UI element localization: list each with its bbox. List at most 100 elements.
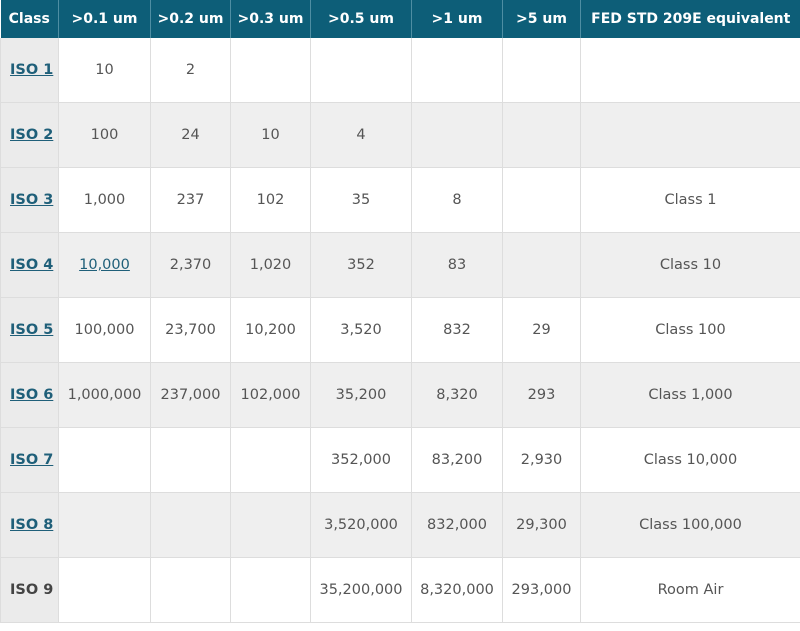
table-cell bbox=[310, 38, 412, 103]
table-cell: 100 bbox=[58, 102, 151, 168]
table-cell bbox=[502, 167, 581, 233]
table-row: ISO 1 10 2 bbox=[0, 38, 800, 103]
table-cell: 293,000 bbox=[502, 557, 581, 623]
header-0-2um: >0.2 um bbox=[150, 0, 231, 38]
table-cell: 2 bbox=[150, 38, 231, 103]
header-0-1um: >0.1 um bbox=[58, 0, 151, 38]
header-0-5um: >0.5 um bbox=[310, 0, 412, 38]
table-cell: 1,000,000 bbox=[58, 362, 151, 428]
table-cell bbox=[580, 102, 800, 168]
table-cell: 3,520 bbox=[310, 297, 412, 363]
table-cell: 8 bbox=[411, 167, 503, 233]
table-cell bbox=[58, 557, 151, 623]
table-cell: 3,520,000 bbox=[310, 492, 412, 558]
table-cell: 237 bbox=[150, 167, 231, 233]
table-cell: Class 10,000 bbox=[580, 427, 800, 493]
table-cell: 100,000 bbox=[58, 297, 151, 363]
header-class: Class bbox=[0, 0, 59, 38]
table-cell: 102,000 bbox=[230, 362, 311, 428]
iso-4-link[interactable]: ISO 4 bbox=[10, 257, 54, 273]
table-cell: Class 1,000 bbox=[580, 362, 800, 428]
table-cell: 35,200,000 bbox=[310, 557, 412, 623]
iso-9-label: ISO 9 bbox=[10, 582, 54, 598]
table-cell: 35,200 bbox=[310, 362, 412, 428]
table-row: ISO 7 352,000 83,200 2,930 Class 10,000 bbox=[0, 427, 800, 493]
table-cell: 23,700 bbox=[150, 297, 231, 363]
table-cell bbox=[580, 38, 800, 103]
table-cell: 4 bbox=[310, 102, 412, 168]
header-fed-std-equivalent: FED STD 209E equivalent bbox=[580, 0, 800, 38]
header-1um: >1 um bbox=[411, 0, 503, 38]
table-cell: 352,000 bbox=[310, 427, 412, 493]
table-cell: Class 100 bbox=[580, 297, 800, 363]
table-cell bbox=[150, 492, 231, 558]
header-5um: >5 um bbox=[502, 0, 581, 38]
table-cell: 8,320 bbox=[411, 362, 503, 428]
table-row: ISO 3 1,000 237 102 35 8 Class 1 bbox=[0, 167, 800, 233]
table-cell: 35 bbox=[310, 167, 412, 233]
table-cell bbox=[411, 102, 503, 168]
table-cell bbox=[230, 557, 311, 623]
iso-2-link[interactable]: ISO 2 bbox=[10, 127, 54, 143]
table-cell: 2,370 bbox=[150, 232, 231, 298]
table-cell bbox=[58, 427, 151, 493]
table-cell: 237,000 bbox=[150, 362, 231, 428]
class-cell: ISO 6 bbox=[0, 362, 59, 428]
table-cell: 24 bbox=[150, 102, 231, 168]
table-row: ISO 9 35,200,000 8,320,000 293,000 Room … bbox=[0, 557, 800, 623]
table-cell: 10,200 bbox=[230, 297, 311, 363]
iso-1-link[interactable]: ISO 1 bbox=[10, 62, 54, 78]
table-cell bbox=[230, 427, 311, 493]
table-cell: 352 bbox=[310, 232, 412, 298]
table-row: ISO 8 3,520,000 832,000 29,300 Class 100… bbox=[0, 492, 800, 558]
class-cell: ISO 8 bbox=[0, 492, 59, 558]
table-cell: 293 bbox=[502, 362, 581, 428]
table-cell bbox=[150, 427, 231, 493]
table-cell: 1,020 bbox=[230, 232, 311, 298]
table-cell bbox=[150, 557, 231, 623]
table-cell: Class 1 bbox=[580, 167, 800, 233]
table-cell bbox=[230, 38, 311, 103]
table-cell bbox=[502, 232, 581, 298]
table-row: ISO 5 100,000 23,700 10,200 3,520 832 29… bbox=[0, 297, 800, 363]
table-cell: 832 bbox=[411, 297, 503, 363]
table-cell bbox=[502, 102, 581, 168]
table-cell: 10 bbox=[230, 102, 311, 168]
class-cell: ISO 9 bbox=[0, 557, 59, 623]
table-cell bbox=[230, 492, 311, 558]
class-cell: ISO 5 bbox=[0, 297, 59, 363]
table-cell: Room Air bbox=[580, 557, 800, 623]
table-cell: 102 bbox=[230, 167, 311, 233]
class-cell: ISO 4 bbox=[0, 232, 59, 298]
value-link[interactable]: 10,000 bbox=[79, 257, 130, 273]
class-cell: ISO 3 bbox=[0, 167, 59, 233]
iso-8-link[interactable]: ISO 8 bbox=[10, 517, 54, 533]
iso-7-link[interactable]: ISO 7 bbox=[10, 452, 54, 468]
table-cell: Class 10 bbox=[580, 232, 800, 298]
header-row: Class >0.1 um >0.2 um >0.3 um >0.5 um >1… bbox=[0, 0, 800, 38]
table-cell: 2,930 bbox=[502, 427, 581, 493]
table-cell bbox=[411, 38, 503, 103]
table-cell: 29 bbox=[502, 297, 581, 363]
table-cell: 29,300 bbox=[502, 492, 581, 558]
table-row: ISO 6 1,000,000 237,000 102,000 35,200 8… bbox=[0, 362, 800, 428]
class-cell: ISO 1 bbox=[0, 38, 59, 103]
header-0-3um: >0.3 um bbox=[230, 0, 311, 38]
table-cell: 83,200 bbox=[411, 427, 503, 493]
table-row: ISO 4 10,000 2,370 1,020 352 83 Class 10 bbox=[0, 232, 800, 298]
table-cell: 10 bbox=[58, 38, 151, 103]
class-cell: ISO 2 bbox=[0, 102, 59, 168]
table-cell: 10,000 bbox=[58, 232, 151, 298]
iso-5-link[interactable]: ISO 5 bbox=[10, 322, 54, 338]
iso-3-link[interactable]: ISO 3 bbox=[10, 192, 54, 208]
table-cell: 83 bbox=[411, 232, 503, 298]
table-row: ISO 2 100 24 10 4 bbox=[0, 102, 800, 168]
iso-6-link[interactable]: ISO 6 bbox=[10, 387, 54, 403]
table-cell: 832,000 bbox=[411, 492, 503, 558]
table-cell bbox=[58, 492, 151, 558]
table-cell: Class 100,000 bbox=[580, 492, 800, 558]
table-cell bbox=[502, 38, 581, 103]
table-cell: 8,320,000 bbox=[411, 557, 503, 623]
class-cell: ISO 7 bbox=[0, 427, 59, 493]
